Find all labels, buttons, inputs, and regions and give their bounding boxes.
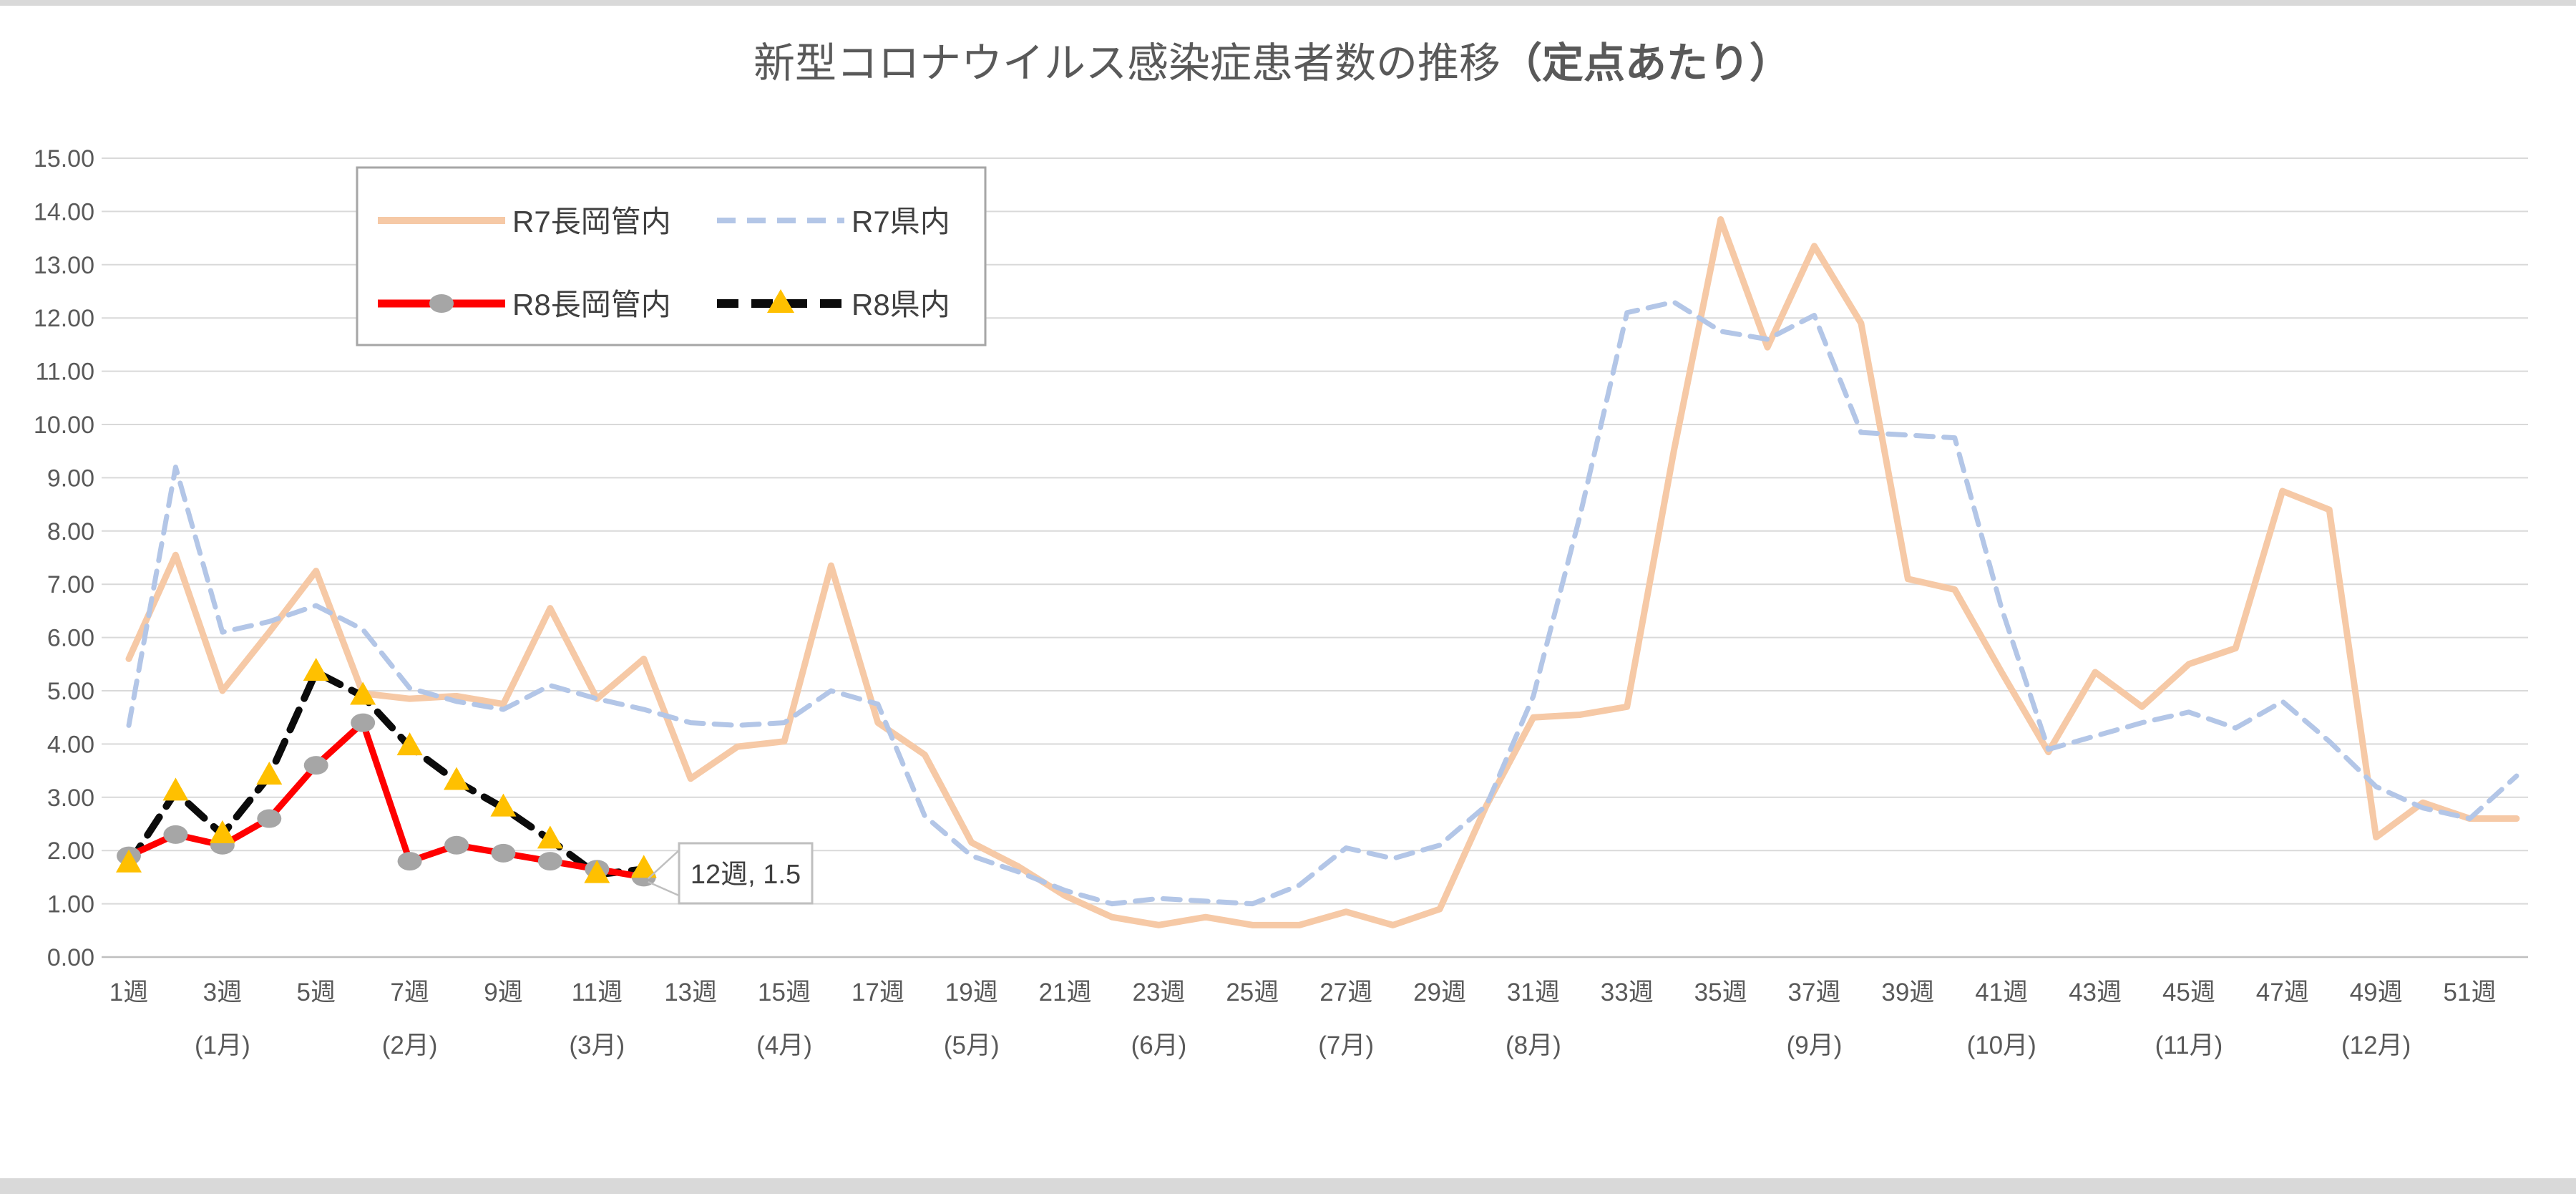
x-tick-label-week-11: 11週 (572, 979, 623, 1006)
x-month-label-1: (1月) (195, 1032, 250, 1059)
y-tick-label-3: 3.00 (47, 785, 94, 812)
x-tick-label-week-3: 3週 (203, 979, 242, 1006)
x-tick-label-week-13: 13週 (664, 979, 717, 1006)
x-tick-label-week-37: 37週 (1788, 979, 1841, 1006)
window-top-strip (0, 0, 2576, 6)
legend-box (356, 166, 987, 346)
marker-triangle-week-8 (444, 767, 470, 790)
x-tick-label-week-43: 43週 (2069, 979, 2122, 1006)
x-month-label-4: (4月) (756, 1032, 812, 1059)
marker-circle-week-7 (397, 852, 422, 871)
x-tick-label-week-23: 23週 (1132, 979, 1185, 1006)
marker-circle-week-2 (163, 825, 188, 844)
marker-triangle-week-12 (630, 855, 657, 878)
legend-label-r8-nagaoka: R8長岡管内 (512, 288, 671, 321)
chart-title-emphasis: （定点あたり） (1501, 40, 1791, 87)
marker-circle-week-10 (537, 852, 562, 871)
marker-circle-week-9 (491, 843, 516, 863)
y-tick-label-2: 2.00 (47, 838, 94, 865)
series-line-R7県内 (126, 299, 2519, 907)
x-tick-label-week-47: 47週 (2256, 979, 2309, 1006)
marker-circle-week-5 (303, 756, 328, 775)
y-tick-label-4: 4.00 (47, 731, 94, 758)
y-tick-label-15: 15.00 (34, 145, 94, 173)
window-bottom-strip (0, 1178, 2576, 1194)
callout-text: 12週, 1.5 (691, 860, 801, 890)
x-month-label-7: (7月) (1318, 1032, 1374, 1059)
marker-triangle-week-10 (537, 825, 563, 849)
marker-triangle-week-3 (209, 820, 235, 843)
x-tick-label-week-27: 27週 (1319, 979, 1372, 1006)
x-tick-label-week-45: 45週 (2162, 979, 2215, 1006)
x-tick-label-week-35: 35週 (1694, 979, 1747, 1006)
x-month-label-9: (9月) (1787, 1032, 1843, 1059)
y-tick-label-13: 13.00 (34, 252, 94, 279)
legend-marker-r8-nagaoka-circle (429, 294, 454, 313)
x-month-label-11: (11月) (2155, 1032, 2223, 1059)
x-tick-label-week-7: 7週 (390, 979, 429, 1006)
x-tick-label-week-21: 21週 (1039, 979, 1092, 1006)
legend-marker-r8-ken-triangle (767, 289, 794, 313)
x-month-label-10: (10月) (1967, 1032, 2036, 1059)
marker-triangle-week-11 (584, 860, 610, 883)
x-tick-label-week-5: 5週 (296, 979, 335, 1006)
marker-triangle-week-9 (490, 793, 517, 817)
marker-circle-week-4 (257, 809, 282, 828)
marker-triangle-week-2 (162, 777, 189, 801)
marker-triangle-week-5 (303, 657, 329, 681)
x-month-label-12: (12月) (2341, 1032, 2411, 1059)
x-tick-label-week-41: 41週 (1975, 979, 2028, 1006)
chart-title: 新型コロナウイルス感染症患者数の推移（定点あたり） (753, 40, 1791, 87)
marker-triangle-week-1 (116, 849, 142, 873)
x-month-label-5: (5月) (944, 1032, 1000, 1059)
x-tick-label-week-51: 51週 (2444, 979, 2497, 1006)
x-tick-label-week-39: 39週 (1881, 979, 1934, 1006)
x-tick-label-week-31: 31週 (1507, 979, 1560, 1006)
y-tick-label-0: 0.00 (47, 944, 94, 971)
x-tick-label-week-9: 9週 (484, 979, 522, 1006)
legend-label-r7-ken: R7県内 (852, 205, 950, 238)
x-tick-label-week-33: 33週 (1601, 979, 1654, 1006)
y-tick-label-9: 9.00 (47, 465, 94, 492)
y-axis-tick-labels: 0.00 1.00 2.00 3.00 4.00 5.00 6.00 7.00 8.00 9.00… (34, 145, 94, 971)
chart-title-main: 新型コロナウイルス感染症患者数の推移 (753, 40, 1501, 87)
x-tick-label-week-25: 25週 (1226, 979, 1279, 1006)
x-axis-month-labels: (1月) (2月) (3月) (4月) (5月) (6月) (7月) (8月) (9月) (10月… (195, 1032, 2411, 1059)
y-tick-label-14: 14.00 (34, 198, 94, 225)
x-month-label-6: (6月) (1131, 1032, 1187, 1059)
x-tick-label-week-15: 15週 (758, 979, 811, 1006)
legend-label-r8-ken: R8県内 (852, 288, 950, 321)
x-month-label-8: (8月) (1506, 1032, 1561, 1059)
x-month-label-3: (3月) (569, 1032, 625, 1059)
y-tick-label-10: 10.00 (34, 412, 94, 439)
x-tick-label-week-19: 19週 (945, 979, 998, 1006)
legend-label-r7-nagaoka: R7長岡管内 (512, 205, 671, 238)
marker-triangle-week-6 (350, 681, 376, 705)
series-line-R7長岡管内 (125, 216, 2520, 928)
marker-triangle-week-7 (396, 732, 423, 756)
callout-box (678, 842, 814, 905)
y-tick-label-12: 12.00 (34, 305, 94, 332)
legend: R7長岡管内 R7県内 R8長岡管内 R8県内 (356, 166, 987, 346)
x-tick-label-week-1: 1週 (109, 979, 148, 1006)
x-axis-week-labels: 1週 3週 5週 7週 9週 11週 13週 15週 17週 19週 21週 23週 25週 27週 29週… (109, 979, 2497, 1006)
y-tick-label-5: 5.00 (47, 678, 94, 705)
gridlines (102, 157, 2528, 958)
data-series (116, 216, 2520, 928)
marker-circle-week-6 (351, 713, 376, 732)
y-tick-label-8: 8.00 (47, 518, 94, 545)
x-month-label-2: (2月) (382, 1032, 438, 1059)
marker-circle-week-8 (444, 835, 469, 855)
y-tick-label-1: 1.00 (47, 891, 94, 918)
data-label-callout: 12週, 1.5 (647, 842, 814, 905)
x-tick-label-week-49: 49週 (2350, 979, 2403, 1006)
y-tick-label-7: 7.00 (47, 571, 94, 598)
x-tick-label-week-17: 17週 (852, 979, 904, 1006)
y-tick-label-6: 6.00 (47, 625, 94, 652)
x-tick-label-week-29: 29週 (1413, 979, 1466, 1006)
marker-triangle-week-4 (256, 762, 283, 785)
y-tick-label-11: 11.00 (35, 359, 94, 386)
